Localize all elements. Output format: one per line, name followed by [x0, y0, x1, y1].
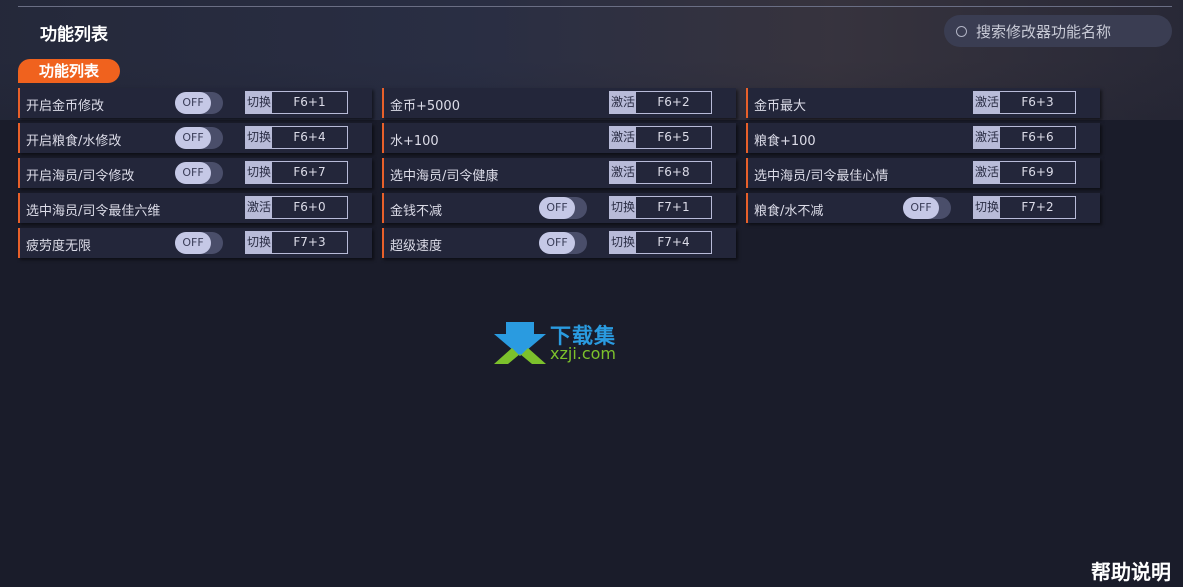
hotkey-box[interactable]: 切换 F7+4	[609, 231, 712, 254]
cheat-row: 超级速度 OFF 切换 F7+4	[382, 228, 736, 258]
hotkey-value[interactable]: F6+3	[1021, 95, 1054, 109]
cheat-row: 选中海员/司令健康 激活 F6+8	[382, 158, 736, 188]
hotkey-box[interactable]: 激活 F6+3	[973, 91, 1076, 114]
cheat-label: 选中海员/司令最佳心情	[754, 169, 889, 184]
toggle-state: OFF	[175, 92, 211, 114]
cheat-label: 金钱不减	[390, 204, 443, 219]
hotkey-box[interactable]: 激活 F6+9	[973, 161, 1076, 184]
toggle-switch[interactable]: OFF	[175, 127, 223, 149]
tab-function-list[interactable]: 功能列表	[18, 59, 120, 83]
hotkey-box[interactable]: 切换 F6+4	[245, 126, 348, 149]
toggle-switch[interactable]: OFF	[539, 232, 587, 254]
cheat-row: 金币最大 激活 F6+3	[746, 88, 1100, 118]
cheat-row: 金钱不减 OFF 切换 F7+1	[382, 193, 736, 223]
hotkey-value[interactable]: F6+1	[293, 95, 326, 109]
hotkey-value[interactable]: F6+4	[293, 130, 326, 144]
hotkey-box[interactable]: 切换 F7+3	[245, 231, 348, 254]
cheat-row: 开启粮食/水修改 OFF 切换 F6+4	[18, 123, 372, 153]
hotkey-action[interactable]: 激活	[610, 162, 636, 183]
hotkey-box[interactable]: 切换 F7+1	[609, 196, 712, 219]
download-arrow-icon	[494, 322, 546, 364]
cheat-row: 粮食/水不减 OFF 切换 F7+2	[746, 193, 1100, 223]
hotkey-action[interactable]: 切换	[246, 232, 272, 253]
hotkey-action[interactable]: 切换	[246, 127, 272, 148]
hotkey-value[interactable]: F6+6	[1021, 130, 1054, 144]
cheat-label: 疲劳度无限	[26, 239, 92, 254]
cheat-row: 选中海员/司令最佳六维 激活 F6+0	[18, 193, 372, 223]
hotkey-value[interactable]: F6+7	[293, 165, 326, 179]
cheat-row: 粮食+100 激活 F6+6	[746, 123, 1100, 153]
hotkey-value[interactable]: F7+4	[657, 235, 690, 249]
search-input[interactable]: 搜索修改器功能名称	[944, 15, 1172, 47]
cheat-row: 水+100 激活 F6+5	[382, 123, 736, 153]
hotkey-action[interactable]: 切换	[246, 162, 272, 183]
hotkey-action[interactable]: 切换	[610, 197, 636, 218]
hotkey-box[interactable]: 切换 F6+1	[245, 91, 348, 114]
divider	[18, 6, 1172, 7]
cheat-label: 选中海员/司令健康	[390, 169, 499, 184]
hotkey-box[interactable]: 激活 F6+5	[609, 126, 712, 149]
cheat-row: 金币+5000 激活 F6+2	[382, 88, 736, 118]
cheat-row: 疲劳度无限 OFF 切换 F7+3	[18, 228, 372, 258]
hotkey-value[interactable]: F7+1	[657, 200, 690, 214]
cheat-label: 超级速度	[390, 239, 443, 254]
toggle-switch[interactable]: OFF	[175, 232, 223, 254]
hotkey-action[interactable]: 激活	[974, 162, 1000, 183]
toggle-state: OFF	[539, 197, 575, 219]
cheat-label: 开启海员/司令修改	[26, 169, 135, 184]
toggle-state: OFF	[175, 162, 211, 184]
hotkey-action[interactable]: 激活	[974, 92, 1000, 113]
hotkey-value[interactable]: F6+0	[293, 200, 326, 214]
hotkey-box[interactable]: 激活 F6+6	[973, 126, 1076, 149]
toggle-state: OFF	[175, 232, 211, 254]
hotkey-action[interactable]: 切换	[246, 92, 272, 113]
cheat-label: 金币+5000	[390, 99, 460, 114]
watermark-logo: 下载集 xzji.com	[492, 320, 642, 366]
cheat-label: 水+100	[390, 134, 439, 149]
hotkey-action[interactable]: 激活	[610, 127, 636, 148]
cheat-row: 选中海员/司令最佳心情 激活 F6+9	[746, 158, 1100, 188]
cheat-row: 开启金币修改 OFF 切换 F6+1	[18, 88, 372, 118]
toggle-switch[interactable]: OFF	[175, 162, 223, 184]
hotkey-box[interactable]: 切换 F6+7	[245, 161, 348, 184]
watermark-cn: 下载集	[550, 324, 616, 348]
page-title: 功能列表	[40, 25, 108, 45]
cheat-label: 开启金币修改	[26, 99, 105, 114]
hotkey-box[interactable]: 激活 F6+8	[609, 161, 712, 184]
hotkey-action[interactable]: 切换	[610, 232, 636, 253]
hotkey-box[interactable]: 激活 F6+2	[609, 91, 712, 114]
hotkey-value[interactable]: F6+5	[657, 130, 690, 144]
hotkey-action[interactable]: 激活	[974, 127, 1000, 148]
hotkey-action[interactable]: 激活	[610, 92, 636, 113]
cheat-label: 选中海员/司令最佳六维	[26, 204, 161, 219]
cheat-row: 开启海员/司令修改 OFF 切换 F6+7	[18, 158, 372, 188]
cheat-label: 粮食+100	[754, 134, 816, 149]
search-placeholder: 搜索修改器功能名称	[976, 22, 1112, 41]
help-link[interactable]: 帮助说明	[1091, 560, 1171, 584]
hotkey-action[interactable]: 切换	[974, 197, 1000, 218]
hotkey-value[interactable]: F6+8	[657, 165, 690, 179]
hotkey-value[interactable]: F6+9	[1021, 165, 1054, 179]
hotkey-box[interactable]: 切换 F7+2	[973, 196, 1076, 219]
toggle-switch[interactable]: OFF	[175, 92, 223, 114]
hotkey-value[interactable]: F7+2	[1021, 200, 1054, 214]
cheat-label: 粮食/水不减	[754, 204, 824, 219]
hotkey-value[interactable]: F6+2	[657, 95, 690, 109]
toggle-state: OFF	[175, 127, 211, 149]
hotkey-box[interactable]: 激活 F6+0	[245, 196, 348, 219]
hotkey-value[interactable]: F7+3	[293, 235, 326, 249]
watermark-url: xzji.com	[550, 344, 617, 363]
toggle-state: OFF	[903, 197, 939, 219]
hotkey-action[interactable]: 激活	[246, 197, 272, 218]
cheat-label: 开启粮食/水修改	[26, 134, 122, 149]
search-icon	[956, 25, 967, 37]
cheat-label: 金币最大	[754, 99, 807, 114]
toggle-switch[interactable]: OFF	[539, 197, 587, 219]
toggle-switch[interactable]: OFF	[903, 197, 951, 219]
toggle-state: OFF	[539, 232, 575, 254]
